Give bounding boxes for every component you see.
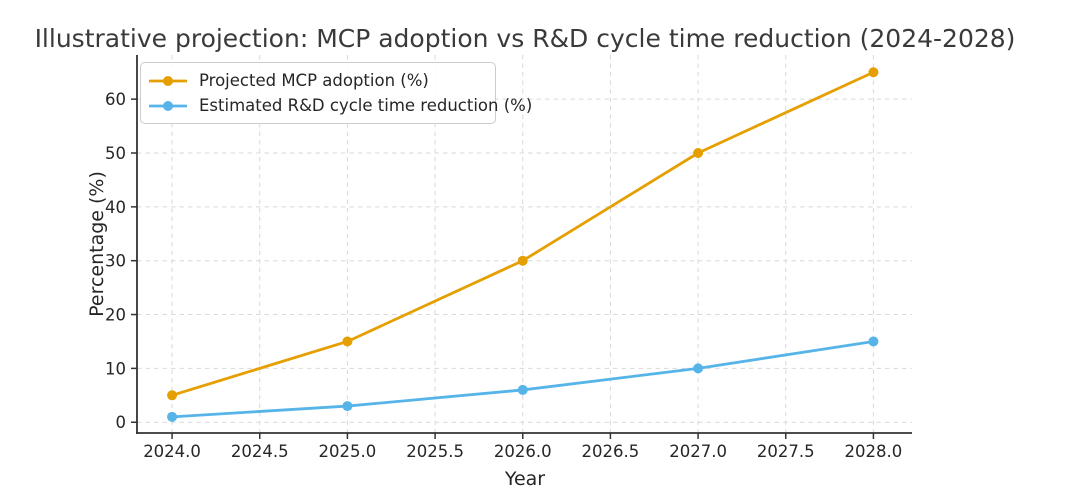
x-tick-label: 2028.0 (845, 442, 903, 461)
x-tick-label: 2024.0 (143, 442, 201, 461)
y-tick-label: 20 (105, 306, 126, 325)
y-axis-label: Percentage (%) (86, 171, 108, 317)
data-point-marker-series-0 (342, 336, 353, 347)
x-tick-label: 2024.5 (231, 442, 289, 461)
x-axis-label: Year (504, 468, 546, 490)
x-tick-label: 2027.5 (757, 442, 815, 461)
y-tick-label: 0 (116, 413, 127, 432)
legend-item: Projected MCP adoption (%) (149, 70, 485, 91)
x-tick-label: 2026.0 (494, 442, 552, 461)
legend-line-sample-icon (149, 75, 187, 86)
data-point-marker-series-0 (517, 255, 528, 266)
data-point-marker-series-1 (693, 363, 704, 374)
y-tick-label: 30 (105, 252, 126, 271)
y-tick-label: 10 (105, 359, 126, 378)
x-tick-label: 2026.5 (582, 442, 640, 461)
chart-title: Illustrative projection: MCP adoption vs… (34, 24, 1016, 53)
legend-label: Projected MCP adoption (%) (199, 71, 429, 90)
x-tick-label: 2025.5 (406, 442, 464, 461)
data-point-marker-series-1 (167, 411, 178, 422)
data-point-marker-series-1 (342, 401, 353, 412)
legend: Projected MCP adoption (%) Estimated R&D… (140, 62, 532, 124)
data-point-marker-series-1 (517, 384, 528, 395)
data-point-marker-series-0 (167, 390, 178, 401)
y-tick-label: 60 (105, 90, 126, 109)
data-point-marker-series-0 (693, 148, 704, 158)
legend-item: Estimated R&D cycle time reduction (%) (149, 95, 532, 116)
x-tick-label: 2027.0 (669, 442, 727, 461)
y-tick-label: 50 (105, 144, 126, 163)
y-tick-label: 40 (105, 198, 126, 217)
legend-label: Estimated R&D cycle time reduction (%) (199, 96, 533, 115)
x-tick-label: 2025.0 (319, 442, 377, 461)
data-point-marker-series-0 (868, 67, 879, 78)
data-point-marker-series-1 (868, 336, 879, 347)
legend-line-sample-icon (149, 100, 187, 111)
